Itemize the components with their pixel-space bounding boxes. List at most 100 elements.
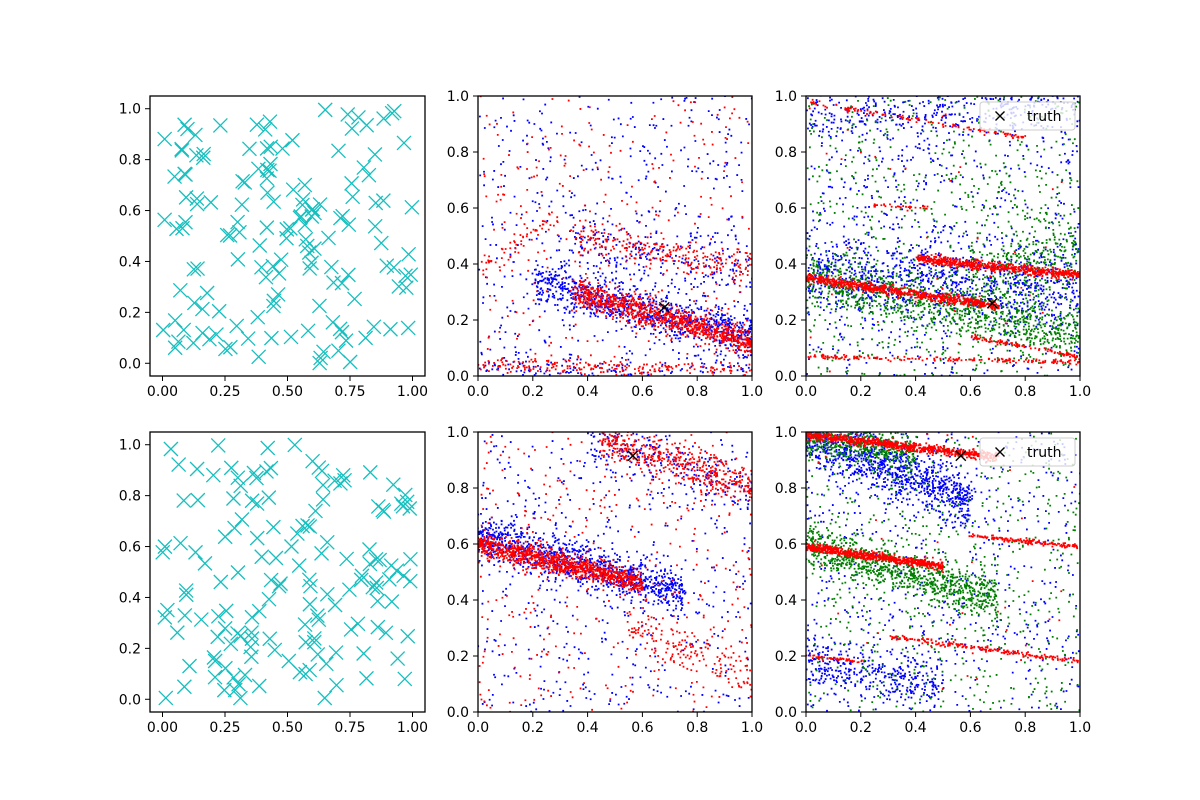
x-marker bbox=[270, 286, 286, 302]
x-marker bbox=[230, 251, 246, 267]
x-marker bbox=[254, 549, 270, 565]
x-marker bbox=[266, 194, 282, 210]
x-marker bbox=[262, 114, 278, 130]
x-marker bbox=[294, 197, 310, 213]
x-marker bbox=[249, 117, 265, 133]
x-marker bbox=[376, 111, 392, 127]
x-marker bbox=[251, 349, 267, 365]
x-marker bbox=[199, 285, 215, 301]
x-marker bbox=[302, 596, 318, 612]
plot-area bbox=[806, 96, 1080, 376]
x-marker bbox=[300, 517, 316, 533]
x-marker bbox=[173, 535, 189, 551]
x-marker bbox=[217, 341, 233, 357]
x-marker bbox=[207, 669, 223, 685]
y-tick-label: 0.8 bbox=[447, 481, 469, 497]
x-marker bbox=[261, 490, 277, 506]
x-marker bbox=[234, 197, 250, 213]
x-marker bbox=[302, 519, 318, 535]
x-marker bbox=[259, 140, 275, 156]
x-marker bbox=[390, 651, 406, 667]
x-marker bbox=[171, 457, 187, 473]
x-marker bbox=[401, 246, 417, 262]
x-marker bbox=[189, 191, 205, 207]
y-tick-label: 0.6 bbox=[447, 537, 469, 553]
y-tick-label: 0.6 bbox=[447, 201, 469, 217]
plot-area bbox=[155, 102, 420, 371]
x-marker bbox=[174, 143, 190, 158]
x-marker bbox=[323, 259, 339, 275]
y-tick-label: 0.8 bbox=[447, 145, 469, 161]
x-marker bbox=[189, 461, 205, 477]
x-marker bbox=[273, 576, 288, 592]
x-marker bbox=[167, 340, 183, 356]
x-marker bbox=[249, 530, 265, 546]
x-marker bbox=[326, 275, 341, 290]
x-marker bbox=[257, 121, 273, 137]
x-tick-label: 1.0 bbox=[1069, 384, 1091, 400]
x-marker bbox=[334, 324, 350, 340]
x-marker bbox=[201, 331, 217, 347]
x-tick-label: 0.25 bbox=[209, 720, 240, 736]
x-marker bbox=[176, 322, 192, 338]
x-marker bbox=[265, 298, 281, 314]
x-tick-label: 0.2 bbox=[850, 384, 872, 400]
plot-area bbox=[478, 432, 752, 712]
point-series-0 bbox=[806, 432, 1080, 712]
x-marker bbox=[230, 470, 246, 486]
x-marker bbox=[300, 323, 316, 339]
x-marker bbox=[354, 568, 370, 584]
x-marker bbox=[321, 230, 336, 246]
x-marker bbox=[302, 260, 318, 276]
x-marker bbox=[163, 441, 179, 457]
x-marker bbox=[186, 261, 202, 277]
x-marker bbox=[240, 331, 256, 347]
x-marker bbox=[271, 578, 287, 594]
x-marker bbox=[230, 565, 246, 580]
x-marker bbox=[157, 212, 173, 228]
y-tick-label: 0.4 bbox=[775, 593, 797, 609]
x-marker bbox=[250, 309, 266, 325]
x-marker bbox=[370, 593, 386, 609]
y-tick-label: 0.4 bbox=[775, 257, 797, 273]
x-marker bbox=[338, 333, 354, 349]
x-marker bbox=[319, 586, 335, 602]
x-marker bbox=[378, 625, 394, 641]
x-marker bbox=[212, 118, 228, 133]
x-marker bbox=[207, 653, 223, 669]
x-marker bbox=[345, 189, 361, 205]
y-tick-label: 0.4 bbox=[119, 590, 141, 606]
y-tick-label: 0.2 bbox=[775, 313, 797, 329]
y-tick-label: 0.8 bbox=[119, 153, 141, 169]
panel-bottom-left: 0.00 0.25 0.50 0.75 1.00 0.0 0.2 0.4 0.6 0.8 1.0 bbox=[119, 431, 428, 736]
x-marker bbox=[372, 552, 388, 568]
legend-marker bbox=[995, 111, 1005, 121]
x-marker bbox=[223, 460, 239, 476]
y-tick-label: 0.6 bbox=[119, 540, 141, 556]
axes-frame bbox=[477, 431, 753, 713]
x-marker bbox=[260, 185, 275, 201]
legend-marker bbox=[995, 447, 1005, 457]
x-marker bbox=[402, 573, 418, 589]
x-marker bbox=[230, 625, 246, 641]
x-marker bbox=[306, 630, 322, 646]
x-marker bbox=[211, 303, 227, 319]
x-marker bbox=[281, 653, 297, 669]
point-series-1 bbox=[478, 96, 752, 376]
x-marker bbox=[375, 193, 391, 209]
x-marker bbox=[317, 690, 333, 706]
x-marker bbox=[260, 440, 276, 456]
x-tick-label: 0.25 bbox=[209, 384, 240, 400]
x-marker bbox=[393, 496, 409, 512]
y-tick-label: 1.0 bbox=[775, 425, 797, 441]
x-marker bbox=[230, 214, 246, 230]
x-marker bbox=[225, 491, 241, 506]
x-marker bbox=[328, 645, 344, 660]
x-marker bbox=[383, 558, 399, 574]
x-marker bbox=[251, 678, 267, 694]
x-marker bbox=[197, 555, 213, 571]
y-tick-label: 0.6 bbox=[775, 537, 797, 553]
x-marker bbox=[312, 355, 328, 371]
x-marker bbox=[216, 682, 232, 698]
